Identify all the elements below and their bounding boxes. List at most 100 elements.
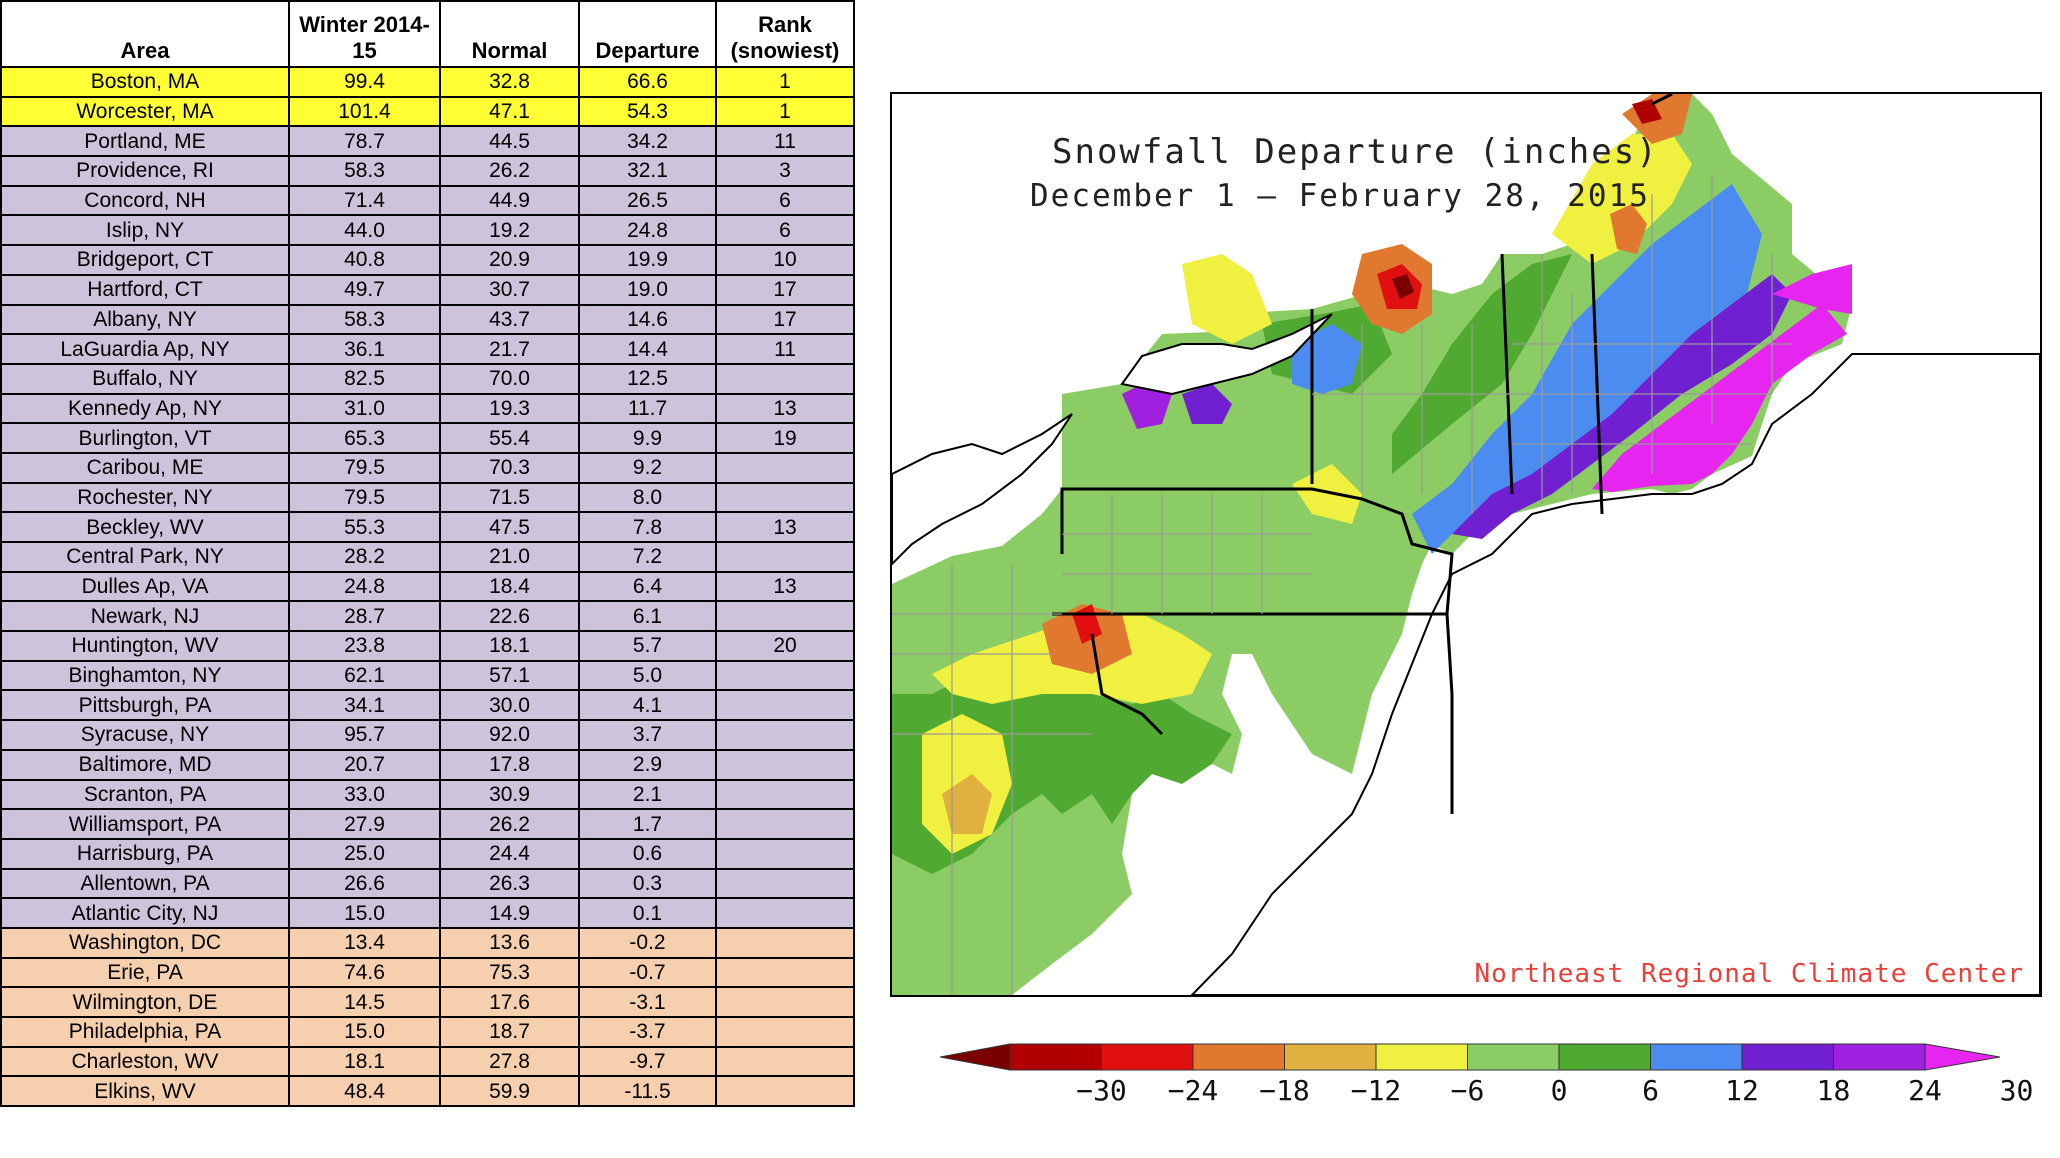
- table-row: Elkins, WV 48.4 59.9 -11.5: [0, 1075, 855, 1108]
- legend-arrow-high: [1924, 1043, 2001, 1071]
- cell-rank: [715, 778, 855, 811]
- cell-area: Elkins, WV: [0, 1075, 290, 1108]
- table-header-row: Area Winter 2014-15 Normal Departure Ran…: [0, 0, 855, 68]
- legend-tick-label: −6: [1450, 1074, 1485, 1107]
- cell-rank: [715, 1016, 855, 1048]
- cell-rank: [715, 362, 855, 395]
- cell-rank: 13: [715, 570, 855, 603]
- cell-rank: 10: [715, 244, 855, 276]
- cell-normal: 26.2: [439, 155, 580, 187]
- cell-departure: 8.0: [578, 481, 717, 514]
- cell-normal: 19.3: [439, 392, 580, 425]
- band-minus6-0-nj: [1292, 464, 1362, 524]
- table-row: Kennedy Ap, NY 31.0 19.3 11.7 13: [0, 392, 855, 425]
- cell-winter: 58.3: [288, 303, 441, 336]
- band-minus30-24-me: [1632, 99, 1662, 124]
- cell-departure: 2.1: [578, 778, 717, 811]
- cell-departure: 0.3: [578, 867, 717, 900]
- cell-area: Philadelphia, PA: [0, 1016, 290, 1048]
- header-normal: Normal: [439, 0, 580, 68]
- cell-winter: 13.4: [288, 926, 441, 959]
- cell-normal: 22.6: [439, 600, 580, 633]
- cell-normal: 13.6: [439, 926, 580, 959]
- cell-winter: 28.7: [288, 600, 441, 633]
- cell-rank: [715, 897, 855, 929]
- cell-departure: 4.1: [578, 689, 717, 722]
- table-row: Scranton, PA 33.0 30.9 2.1: [0, 778, 855, 811]
- table-row: Islip, NY 44.0 19.2 24.8 6: [0, 214, 855, 247]
- cell-area: Williamsport, PA: [0, 808, 290, 840]
- cell-normal: 18.1: [439, 630, 580, 662]
- legend-colorbar: [939, 1043, 2001, 1071]
- cell-winter: 74.6: [288, 956, 441, 989]
- cell-departure: -3.1: [578, 986, 717, 1018]
- cell-winter: 65.3: [288, 422, 441, 454]
- cell-rank: 13: [715, 392, 855, 425]
- cell-normal: 27.8: [439, 1045, 580, 1078]
- cell-normal: 47.5: [439, 511, 580, 543]
- cell-rank: 3: [715, 155, 855, 187]
- header-rank: Rank (snowiest): [715, 0, 855, 68]
- legend-arrow-low: [939, 1043, 1011, 1071]
- header-departure: Departure: [578, 0, 717, 68]
- band-gt30-east: [1772, 264, 1852, 314]
- cell-rank: [715, 986, 855, 1018]
- cell-normal: 26.3: [439, 867, 580, 900]
- legend-swatch: [1833, 1043, 1926, 1071]
- cell-departure: -0.7: [578, 956, 717, 989]
- legend-swatch: [1558, 1043, 1651, 1071]
- cell-departure: 2.9: [578, 748, 717, 781]
- cell-winter: 18.1: [288, 1045, 441, 1078]
- cell-normal: 20.9: [439, 244, 580, 276]
- legend-tick-label: −18: [1259, 1074, 1310, 1107]
- cell-winter: 82.5: [288, 362, 441, 395]
- cell-area: Rochester, NY: [0, 481, 290, 514]
- cell-rank: [715, 1045, 855, 1078]
- table-row: Providence, RI 58.3 26.2 32.1 3: [0, 155, 855, 187]
- table-row: Hartford, CT 49.7 30.7 19.0 17: [0, 273, 855, 306]
- table-row: Baltimore, MD 20.7 17.8 2.9: [0, 748, 855, 781]
- cell-normal: 75.3: [439, 956, 580, 989]
- cell-rank: 17: [715, 303, 855, 336]
- cell-area: Newark, NJ: [0, 600, 290, 633]
- cell-area: Huntington, WV: [0, 630, 290, 662]
- legend-tick-label: −12: [1350, 1074, 1402, 1107]
- cell-winter: 23.8: [288, 630, 441, 662]
- table-row: Wilmington, DE 14.5 17.6 -3.1: [0, 986, 855, 1018]
- band-18-24-lake: [1182, 384, 1232, 424]
- cell-rank: 20: [715, 630, 855, 662]
- cell-rank: [715, 600, 855, 633]
- cell-area: Bridgeport, CT: [0, 244, 290, 276]
- legend-tick-label: 0: [1550, 1074, 1568, 1107]
- band-minus12-6-sw: [942, 774, 992, 834]
- ocean: [1190, 353, 2040, 995]
- band-minus6-0-ny: [1182, 254, 1272, 344]
- cell-area: Burlington, VT: [0, 422, 290, 454]
- cell-normal: 92.0: [439, 719, 580, 751]
- cell-area: Providence, RI: [0, 155, 290, 187]
- cell-area: Wilmington, DE: [0, 986, 290, 1018]
- legend-swatch: [1741, 1043, 1834, 1071]
- cell-departure: -9.7: [578, 1045, 717, 1078]
- cell-winter: 34.1: [288, 689, 441, 722]
- cell-rank: 1: [715, 66, 855, 98]
- cell-departure: -11.5: [578, 1075, 717, 1108]
- cell-normal: 24.4: [439, 837, 580, 870]
- table-row: Portland, ME 78.7 44.5 34.2 11: [0, 125, 855, 158]
- table-row: Harrisburg, PA 25.0 24.4 0.6: [0, 837, 855, 870]
- cell-rank: [715, 451, 855, 484]
- cell-area: Boston, MA: [0, 66, 290, 98]
- lake-erie: [892, 413, 1073, 566]
- cell-normal: 47.1: [439, 95, 580, 128]
- cell-normal: 55.4: [439, 422, 580, 454]
- cell-departure: 3.7: [578, 719, 717, 751]
- cell-winter: 14.5: [288, 986, 441, 1018]
- cell-area: Pittsburgh, PA: [0, 689, 290, 722]
- cell-departure: 32.1: [578, 155, 717, 187]
- table-row: Atlantic City, NJ 15.0 14.9 0.1: [0, 897, 855, 929]
- header-area: Area: [0, 0, 290, 68]
- cell-winter: 71.4: [288, 184, 441, 217]
- cell-normal: 30.0: [439, 689, 580, 722]
- table-row: Williamsport, PA 27.9 26.2 1.7: [0, 808, 855, 840]
- cell-area: Dulles Ap, VA: [0, 570, 290, 603]
